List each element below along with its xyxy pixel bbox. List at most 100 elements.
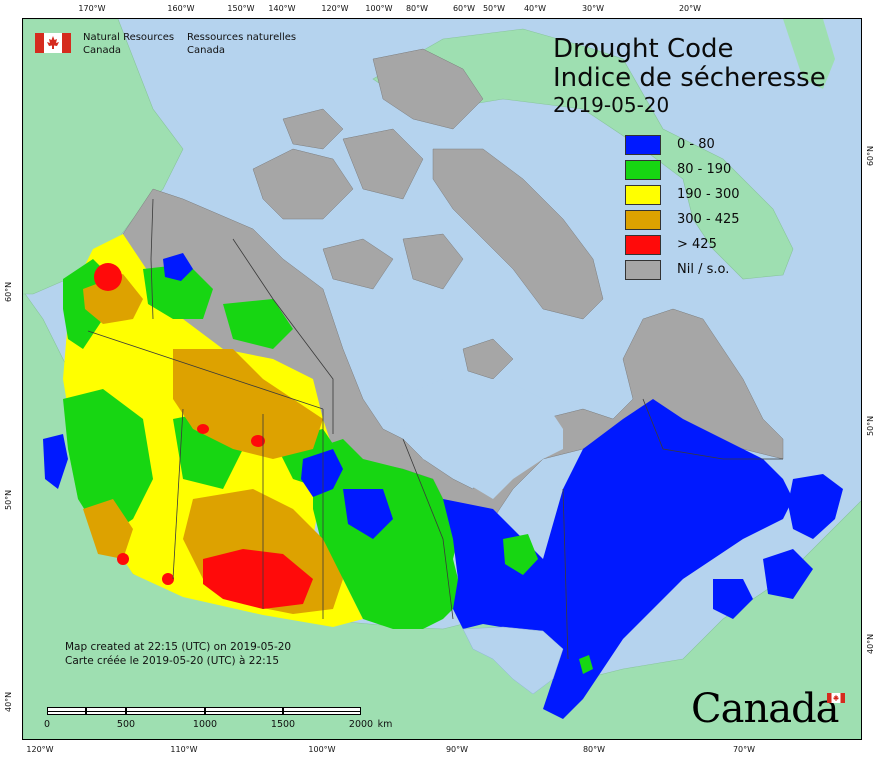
quebec-labrador-border (642, 398, 783, 460)
hudson-bay (393, 379, 563, 499)
tick-label: 20°W (678, 4, 702, 13)
tick-label: 140°W (268, 4, 296, 13)
tick-label: 100°W (365, 4, 393, 13)
agency-name-fr-line2: Canada (187, 45, 226, 56)
drought-class-gt-425 (94, 263, 122, 291)
legend-label: 0 - 80 (677, 137, 715, 152)
tick-label: 100°W (308, 745, 336, 754)
drought-class-300-425 (83, 499, 133, 559)
scale-label: 500 (116, 719, 136, 730)
tick-label: 60°W (452, 4, 476, 13)
arctic-island (252, 148, 354, 220)
drought-class-gt-425 (117, 553, 129, 565)
map-area[interactable]: Natural Resources Canada Ressources natu… (22, 18, 862, 740)
drought-class-80-190 (63, 389, 153, 539)
tick-label: 40°N (866, 633, 875, 654)
tick-label: 170°W (78, 4, 106, 13)
baffin-island (432, 148, 604, 320)
scale-bar: 0 500 1000 1500 2000 km (43, 707, 392, 733)
canada-flag-icon (35, 33, 71, 53)
drought-class-0-80 (763, 549, 813, 599)
tick-label: 50°N (866, 415, 875, 436)
nwt-nunavut-border (232, 238, 334, 434)
scale-label: 0 (43, 719, 51, 730)
drought-class-0-80 (301, 449, 343, 497)
drought-code-map (23, 19, 861, 739)
tick-label: 40°N (4, 691, 13, 712)
legend-label: 300 - 425 (677, 212, 740, 227)
drought-class-gt-425 (162, 573, 174, 585)
title-english: Drought Code (553, 34, 734, 64)
tick-label: 90°W (445, 745, 469, 754)
scale-label: 2000 (348, 719, 374, 730)
scale-label: 1500 (270, 719, 296, 730)
map-date: 2019-05-20 (553, 93, 670, 117)
scale-label: 1000 (192, 719, 218, 730)
drought-class-80-190 (143, 264, 213, 319)
drought-class-80-190 (313, 439, 463, 629)
provincial-borders (87, 198, 783, 660)
tick-label: 80°W (405, 4, 429, 13)
legend-swatch (625, 210, 661, 230)
drought-class-0-80 (43, 434, 68, 489)
tick-label: 160°W (167, 4, 195, 13)
tick-label: 150°W (227, 4, 255, 13)
created-fr: Carte créée le 2019-05-20 (UTC) à 22:15 (65, 655, 280, 667)
southampton-island (462, 338, 514, 380)
tick-label: 30°W (581, 4, 605, 13)
ellesmere-island (372, 48, 484, 130)
tick-label: 110°W (170, 745, 198, 754)
arctic-island (322, 238, 394, 290)
drought-class-300-425 (173, 349, 323, 459)
drought-class-0-80 (788, 474, 843, 539)
map-credits: Map created at 22:15 (UTC) on 2019-05-20… (65, 640, 291, 668)
drought-class-0-80 (713, 579, 753, 619)
legend-swatch (625, 135, 661, 155)
ontario-quebec-border (562, 488, 569, 660)
drought-class-gt-425 (197, 424, 209, 434)
legend-swatch (625, 260, 661, 280)
legend-swatch (625, 235, 661, 255)
scale-midline (47, 711, 361, 712)
drought-class-80-190 (579, 655, 593, 674)
legend-label: > 425 (677, 237, 717, 252)
manitoba-ontario-border (402, 438, 454, 620)
wordmark-text: Canada (691, 686, 840, 732)
arctic-island (342, 128, 424, 200)
bc-alberta-border (172, 408, 184, 580)
scale-unit: km (377, 719, 393, 730)
canada-wordmark: Canada (691, 683, 851, 733)
tick-label: 120°W (26, 745, 54, 754)
arctic-island (402, 233, 464, 290)
tick-label: 40°W (523, 4, 547, 13)
wordmark-flag-icon (827, 693, 845, 703)
agency-name-fr-line1: Ressources naturelles (187, 32, 297, 43)
legend-label: Nil / s.o. (677, 262, 730, 277)
agency-name-en-line2: Canada (83, 45, 122, 56)
legend-label: 190 - 300 (677, 187, 740, 202)
great-lakes (462, 626, 564, 695)
agency-name-en-line1: Natural Resources (83, 32, 175, 43)
drought-class-80-190 (503, 534, 538, 575)
drought-class-0-80 (343, 489, 393, 539)
tick-label: 80°W (582, 745, 606, 754)
60n-border (87, 330, 324, 410)
tick-label: 60°N (4, 281, 13, 302)
map-title: Drought Code Indice de sécheresse 2019-0… (553, 34, 826, 118)
tick-label: 50°N (4, 489, 13, 510)
yukon-nwt-border (150, 198, 154, 320)
tick-label: 120°W (321, 4, 349, 13)
title-french: Indice de sécheresse (553, 63, 826, 93)
drought-class-0-80 (163, 253, 193, 281)
tick-label: 70°W (732, 745, 756, 754)
legend-swatch (625, 160, 661, 180)
iceland-land (783, 19, 835, 89)
tick-label: 50°W (482, 4, 506, 13)
arctic-island (282, 108, 344, 150)
tick-label: 60°N (866, 145, 875, 166)
legend-label: 80 - 190 (677, 162, 732, 177)
legend-swatch (625, 185, 661, 205)
drought-class-80-190 (223, 299, 293, 349)
drought-class-gt-425 (251, 435, 265, 447)
